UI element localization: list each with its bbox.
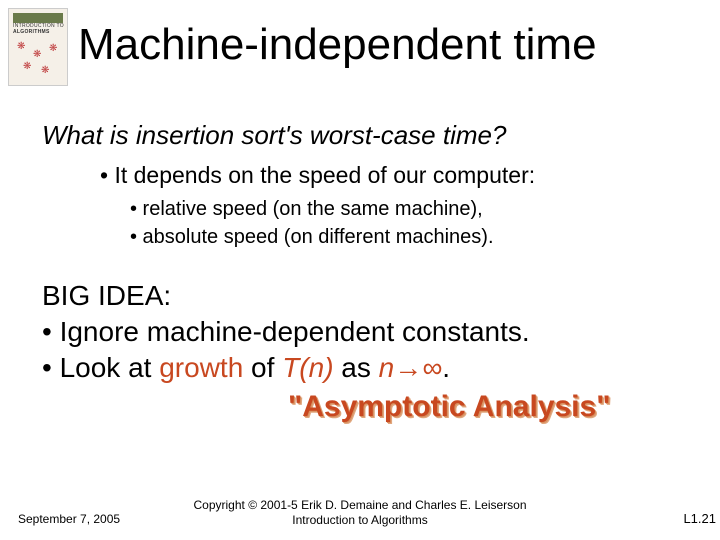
- bullet-level2-a: • relative speed (on the same machine),: [130, 198, 483, 221]
- footer-copyright: Copyright © 2001-5 Erik D. Demaine and C…: [194, 498, 527, 528]
- footer-date: September 7, 2005: [18, 512, 120, 526]
- book-cover-art: ❋ ❋ ❋ ❋ ❋: [15, 39, 61, 79]
- book-cover-thumbnail: INTRODUCTION TO ALGORITHMS ❋ ❋ ❋ ❋ ❋: [8, 8, 68, 86]
- idea-bullet-2: • Look at growth of T(n) as n→∞.: [42, 352, 450, 384]
- bullet-level2-b: • absolute speed (on different machines)…: [130, 226, 494, 249]
- question-heading: What is insertion sort's worst-case time…: [42, 120, 506, 151]
- asymptotic-analysis-label: "Asymptotic Analysis": [288, 390, 610, 424]
- idea-bullet-1: • Ignore machine-dependent constants.: [42, 316, 530, 348]
- footer-page-number: L1.21: [683, 511, 716, 526]
- bullet-level1: • It depends on the speed of our compute…: [100, 162, 535, 189]
- book-title: INTRODUCTION TO ALGORITHMS: [13, 23, 64, 35]
- big-idea-label: BIG IDEA:: [42, 280, 171, 312]
- slide-title: Machine-independent time: [78, 20, 597, 70]
